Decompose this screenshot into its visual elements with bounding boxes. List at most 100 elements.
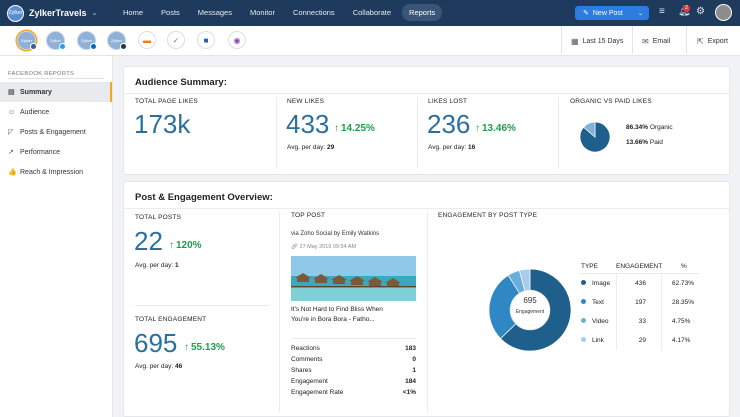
nav-item-collaborate[interactable]: Collaborate: [352, 8, 392, 17]
top-post-caption-line1[interactable]: It's Not Hard to Find Bliss When: [291, 306, 383, 313]
arrow-up-icon: ↑: [334, 123, 339, 134]
grid-app-icon[interactable]: ■: [197, 31, 215, 49]
likes-lost-avg: Avg. per day: 16: [428, 144, 475, 151]
table-row: Video: [581, 318, 609, 325]
blogger-icon[interactable]: ▬: [138, 31, 156, 49]
stat-label: Reactions: [291, 345, 320, 352]
email-button[interactable]: ✉ Email: [642, 37, 670, 46]
brand-switcher[interactable]: Zylker ZylkerTravels ⌄: [7, 4, 98, 22]
channel-name: Zylker: [81, 38, 92, 43]
nav-item-reports[interactable]: Reports: [402, 4, 443, 21]
top-post-stat-row: Reactions 183: [291, 345, 416, 356]
engagement-value: 197: [635, 299, 646, 306]
total-page-likes-label: TOTAL PAGE LIKES: [135, 98, 198, 105]
sidebar-item-reach-impression[interactable]: 👍 Reach & Impression: [0, 162, 112, 182]
engagement-value: 29: [638, 337, 646, 344]
channel-facebook[interactable]: Zylker: [17, 31, 37, 50]
chevron-down-icon: ⌄: [91, 10, 98, 17]
link-icon: 🔗︎: [291, 244, 298, 250]
divider: [124, 93, 729, 94]
divider: [632, 26, 633, 54]
channel-twitter[interactable]: Zylker: [46, 31, 66, 50]
divider: [558, 97, 559, 169]
top-post-image[interactable]: [291, 256, 416, 301]
donut-center-value: 695: [523, 296, 537, 305]
date-range-button[interactable]: ▦ Last 15 Days: [571, 37, 623, 46]
sidebar-item-audience[interactable]: ☺ Audience: [0, 102, 112, 122]
paid-pct: 13.66%: [626, 139, 649, 146]
engagement-by-type-donut: [488, 268, 572, 352]
total-engagement-avg: Avg. per day: 46: [135, 363, 182, 370]
channel-name: Zylker: [111, 38, 122, 43]
sidebar-item-label: Reach & Impression: [20, 168, 84, 176]
circle-app-glyph: ◉: [233, 35, 241, 45]
top-post-caption-line2[interactable]: You're in Bora Bora - Fatho...: [291, 316, 375, 323]
percent-value: 4.75%: [672, 318, 691, 325]
legend-swatch: [581, 337, 586, 342]
total-posts-value: 22: [134, 226, 163, 256]
sidebar-item-label: Posts & Engagement: [20, 128, 86, 136]
paid-label: Paid: [649, 139, 663, 146]
total-posts-label: TOTAL POSTS: [135, 214, 182, 221]
circle-app-icon[interactable]: ◉: [228, 31, 246, 49]
chevron-down-icon[interactable]: ⌄: [637, 10, 643, 17]
export-icon: ⇱: [697, 37, 704, 46]
reports-sidebar: FACEBOOK REPORTS ▤ Summary ☺ Audience ◸ Posts…: [0, 56, 113, 417]
divider: [8, 78, 104, 79]
avg-value: 29: [327, 144, 335, 151]
organic-label: Organic: [649, 124, 673, 131]
organic-legend: 86.34% Organic: [626, 124, 673, 131]
avg-value: 16: [468, 144, 476, 151]
mail-icon: ✉: [642, 37, 649, 46]
sidebar-item-performance[interactable]: ↗ Performance: [0, 142, 112, 162]
sidebar-item-label: Summary: [20, 88, 52, 96]
pencil-icon: ✎: [583, 10, 589, 17]
divider: [427, 212, 428, 412]
likes-lost-change-value: 13.46%: [482, 123, 516, 134]
likes-lost-label: LIKES LOST: [428, 98, 468, 105]
divider: [279, 212, 280, 412]
sidebar-heading: FACEBOOK REPORTS: [8, 71, 75, 77]
avatar[interactable]: [715, 4, 732, 21]
divider: [616, 274, 617, 350]
arrow-up-icon: ↑: [475, 123, 480, 134]
nav-item-monitor[interactable]: Monitor: [249, 8, 275, 17]
avg-value: 1: [175, 262, 179, 269]
posts-icon: ◸: [8, 129, 14, 136]
nav-item-connections[interactable]: Connections: [292, 8, 335, 17]
channel-instagram[interactable]: Zylker: [107, 31, 127, 50]
feedly-icon[interactable]: ✓: [167, 31, 185, 49]
nav-item-messages[interactable]: Messages: [197, 8, 232, 17]
organic-paid-slice-paid[interactable]: [583, 121, 596, 138]
new-post-button[interactable]: ✎ New Post ⌄: [575, 6, 649, 20]
percent-value: 28.35%: [672, 299, 695, 306]
type-label: Link: [592, 337, 604, 344]
export-button[interactable]: ⇱ Export: [697, 37, 728, 46]
sidebar-item-posts-engagement[interactable]: ◸ Posts & Engagement: [0, 122, 112, 142]
divider: [561, 26, 562, 54]
arrow-up-icon: ↑: [169, 240, 174, 251]
new-likes-change: ↑ 14.25%: [334, 123, 375, 134]
stat-label: Engagement Rate: [291, 389, 344, 396]
nav-item-posts[interactable]: Posts: [161, 8, 180, 17]
nav-item-home[interactable]: Home: [123, 8, 144, 17]
menu-icon[interactable]: ≡: [659, 6, 665, 17]
donut-center-label: Engagement: [515, 309, 545, 315]
stat-value: 0: [412, 356, 416, 363]
avg-label: Avg. per day:: [135, 363, 174, 370]
top-nav-bar: Zylker ZylkerTravels ⌄ Home Posts Messages…: [0, 0, 740, 26]
twitter-icon: [59, 43, 66, 50]
sidebar-item-summary[interactable]: ▤ Summary: [0, 82, 112, 102]
channel-name: Zylker: [50, 38, 61, 43]
top-post-stat-row: Engagement 184: [291, 378, 416, 389]
divider: [291, 338, 416, 339]
channel-linkedin[interactable]: Zylker: [77, 31, 97, 50]
settings-gear-icon[interactable]: ⚙: [696, 6, 705, 17]
summary-icon: ▤: [8, 89, 15, 96]
divider: [276, 97, 277, 169]
legend-swatch: [581, 299, 586, 304]
blogger-glyph: ▬: [143, 35, 151, 45]
donut-hole: [509, 289, 551, 331]
stat-label: Comments: [291, 356, 323, 363]
engagement-slice-text[interactable]: [488, 274, 531, 340]
